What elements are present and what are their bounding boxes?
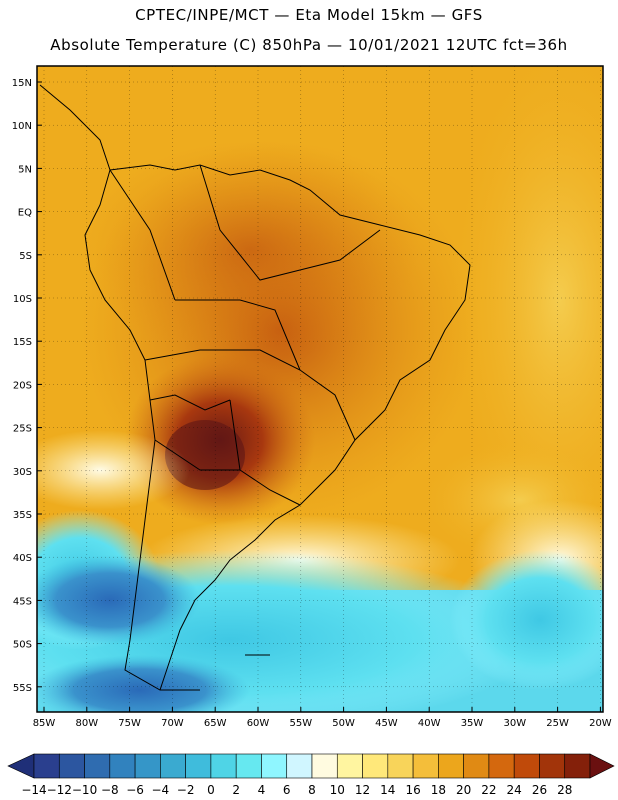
coastlines [39, 84, 471, 691]
colorbar-label: −2 [177, 783, 195, 797]
colorbar-high-arrow [589, 753, 615, 779]
colorbar-swatch [412, 753, 439, 779]
lat-tick-label: 15S [13, 337, 32, 348]
colorbar-label: 2 [232, 783, 240, 797]
lat-tick-label: EQ [18, 208, 32, 219]
colorbar-label: 8 [308, 783, 316, 797]
lon-tick-label: 35W [461, 718, 484, 729]
colorbar-swatch [336, 753, 363, 779]
colorbar-swatch [109, 753, 136, 779]
colorbar-swatch [210, 753, 237, 779]
lat-tick-label: 5N [18, 164, 32, 175]
colorbar-label: 14 [380, 783, 395, 797]
map-title-line2: Absolute Temperature (C) 850hPa — 10/01/… [50, 36, 568, 54]
colorbar-label: −12 [47, 783, 72, 797]
colorbar: −14 −12 −10 −8 −6 −4 −2 0 2 4 6 8 10 12 14 16 18 20 22 24 26… [7, 753, 615, 797]
lat-tick-label: 5S [19, 251, 32, 262]
colorbar-swatch [84, 753, 111, 779]
colorbar-swatch [185, 753, 212, 779]
colorbar-swatch [160, 753, 186, 779]
lon-tick-label: 80W [75, 718, 98, 729]
colorbar-label: 26 [532, 783, 547, 797]
lon-tick-label: 30W [503, 718, 526, 729]
colorbar-label: 24 [507, 783, 522, 797]
colorbar-swatch [362, 753, 389, 779]
colorbar-swatch [311, 753, 338, 779]
lon-tick-label: 75W [118, 718, 141, 729]
colorbar-label: 12 [355, 783, 370, 797]
lat-tick-label: 55S [13, 683, 32, 694]
lat-tick-label: 10N [12, 121, 32, 132]
colorbar-label: 28 [557, 783, 572, 797]
longitude-axis: 85W 80W 75W 70W 65W 60W 55W 50W 45W 40W 35W 30W 25W 2… [33, 707, 612, 729]
lat-tick-label: 10S [13, 294, 32, 305]
lat-tick-label: 25S [13, 424, 32, 435]
lon-tick-label: 45W [375, 718, 398, 729]
lat-tick-label: 45S [13, 596, 32, 607]
colorbar-swatch [539, 753, 566, 779]
lon-tick-label: 40W [418, 718, 441, 729]
lon-tick-label: 70W [161, 718, 184, 729]
colorbar-low-arrow [7, 753, 35, 779]
colorbar-label: 4 [258, 783, 266, 797]
lat-tick-label: 35S [13, 510, 32, 521]
colorbar-label: 10 [330, 783, 345, 797]
lon-tick-label: 55W [289, 718, 312, 729]
colorbar-swatch [286, 753, 313, 779]
colorbar-label: −8 [101, 783, 119, 797]
colorbar-swatch [58, 753, 85, 779]
lon-tick-label: 20W [589, 718, 612, 729]
lon-tick-label: 50W [332, 718, 355, 729]
colorbar-label: 20 [456, 783, 471, 797]
map-title-line1: CPTEC/INPE/MCT — Eta Model 15km — GFS [135, 6, 483, 24]
colorbar-label: −14 [21, 783, 46, 797]
lat-tick-label: 15N [12, 78, 32, 89]
latitude-axis: 15N 10N 5N EQ 5S 10S 15S 20S 25S 30S 35S 40S 45S 50S 5… [12, 78, 42, 694]
colorbar-label: 18 [431, 783, 446, 797]
colorbar-label: 0 [207, 783, 215, 797]
lat-tick-label: 50S [13, 640, 32, 651]
lon-tick-label: 65W [204, 718, 227, 729]
colorbar-label: −4 [152, 783, 170, 797]
plot-frame [36, 65, 604, 713]
colorbar-label: 6 [283, 783, 291, 797]
colorbar-swatch [463, 753, 490, 779]
colorbar-swatch [513, 753, 540, 779]
colorbar-swatch [134, 753, 161, 779]
lat-tick-label: 30S [13, 467, 32, 478]
colorbar-swatch [488, 753, 515, 779]
lat-tick-label: 20S [13, 380, 32, 391]
lon-tick-label: 85W [33, 718, 56, 729]
colorbar-swatch [261, 753, 288, 779]
temperature-field [37, 66, 603, 712]
colorbar-swatch [564, 753, 591, 779]
colorbar-swatch [33, 753, 60, 779]
lon-tick-label: 25W [546, 718, 569, 729]
lon-tick-label: 60W [247, 718, 270, 729]
colorbar-label: 16 [405, 783, 420, 797]
colorbar-swatch [387, 753, 414, 779]
colorbar-swatch [235, 753, 262, 779]
lat-tick-label: 40S [13, 553, 32, 564]
colorbar-label: 22 [481, 783, 496, 797]
colorbar-swatch [438, 753, 464, 779]
colorbar-label: −6 [126, 783, 144, 797]
colorbar-label: −10 [72, 783, 97, 797]
